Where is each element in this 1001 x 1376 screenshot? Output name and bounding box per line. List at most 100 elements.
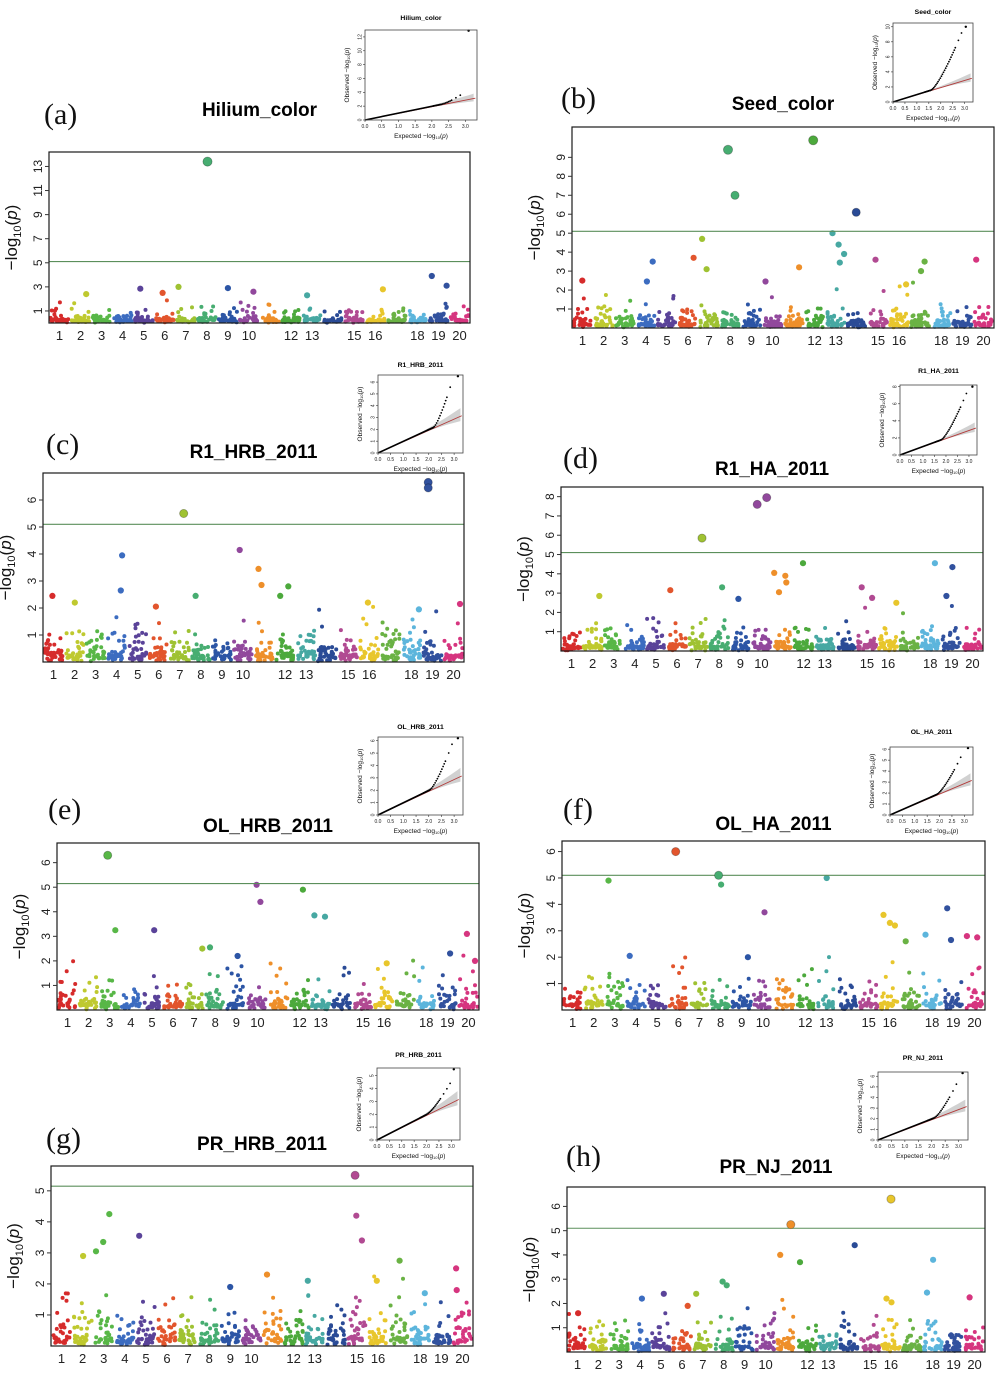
svg-text:4: 4 [39,908,53,915]
qq-frame [376,1067,461,1141]
qq-y-label: Observed −log10(p) [344,48,351,103]
qq-frame [364,29,478,121]
svg-text:0: 0 [882,813,888,816]
svg-text:3: 3 [610,656,617,671]
svg-text:7: 7 [554,192,568,199]
svg-text:2: 2 [71,667,78,682]
panel-title: R1_HA_2011 [714,459,830,480]
svg-text:6: 6 [882,748,888,751]
svg-text:1.0: 1.0 [400,819,407,825]
svg-text:8: 8 [716,656,723,671]
svg-text:9: 9 [554,154,568,161]
y-axis: 1 2 3 4 5 6 [39,859,57,989]
panel-letter: (d) [563,442,598,475]
svg-text:2.0: 2.0 [942,459,949,465]
qq-x-label: Expected −log10(p) [394,466,448,473]
svg-text:3: 3 [92,667,99,682]
svg-text:10: 10 [242,328,256,343]
svg-text:18: 18 [925,1015,939,1030]
svg-text:5: 5 [652,656,659,671]
svg-text:2: 2 [885,85,891,88]
svg-text:6: 6 [370,380,376,383]
svg-text:3.0: 3.0 [451,457,458,463]
svg-text:2.5: 2.5 [949,106,956,112]
svg-text:6: 6 [544,848,558,855]
qq-title: OL_HRB_2011 [397,724,444,731]
svg-text:8: 8 [717,1015,724,1030]
svg-text:16: 16 [881,656,895,671]
panel-title: PR_HRB_2011 [197,1134,327,1155]
svg-text:7: 7 [182,328,189,343]
scatter-points [560,604,984,653]
svg-text:1.5: 1.5 [925,106,932,112]
qq-x-label: Expected −log10(p) [906,115,960,122]
svg-text:4: 4 [892,419,898,422]
svg-text:7: 7 [176,667,183,682]
svg-text:13: 13 [305,328,319,343]
svg-text:8: 8 [197,667,204,682]
scatter-points [51,1274,474,1347]
svg-text:13: 13 [31,159,45,173]
svg-text:16: 16 [892,333,906,348]
notable-points [579,230,980,288]
svg-text:2: 2 [370,789,376,792]
svg-text:0.0: 0.0 [897,459,904,465]
notable-points [596,560,956,606]
qq-y-label: Observed −log10(p) [869,754,876,809]
scatter-points [43,604,465,664]
svg-text:2: 2 [590,1015,597,1030]
svg-text:1.0: 1.0 [920,459,927,465]
qq-y-label: Observed −log10(p) [357,387,364,442]
svg-text:0.5: 0.5 [387,457,394,463]
svg-text:13: 13 [314,1015,328,1030]
svg-text:8: 8 [543,493,557,500]
plot-frame [50,1165,474,1347]
svg-text:3: 3 [882,780,888,783]
significant-points [202,156,213,167]
qq-y-label: Observed −log10(p) [357,749,364,804]
qq-points [376,1068,455,1141]
svg-text:0.0: 0.0 [375,819,382,825]
qq-axes: 0.0 0.5 1.0 1.5 2.0 2.5 3.0 0 1 2 3 4 5 6 [882,748,968,825]
svg-text:8: 8 [892,385,898,388]
svg-text:1: 1 [39,982,53,989]
qq-confidence-band [922,422,975,447]
svg-text:2: 2 [77,328,84,343]
notable-points [112,881,479,967]
svg-text:4: 4 [25,550,39,557]
svg-text:2: 2 [600,333,607,348]
svg-text:3: 3 [621,333,628,348]
scatter-points [571,280,994,330]
qq-points [377,737,460,816]
y-axis: 1 2 3 4 5 6 [25,496,43,638]
qq-plot: R1_HRB_2011 0.0 0.5 1.0 1.5 2.0 2.5 3.0 0 1 2 3 4 5 6 E… [357,362,464,473]
svg-text:1: 1 [882,802,888,805]
qq-axes: 0.0 0.5 1.0 1.5 2.0 2.5 3.0 0 2 4 6 8 10 [885,24,968,112]
svg-text:4: 4 [370,764,376,767]
qq-x-label: Expected −log10(p) [394,133,448,140]
panel-title: OL_HRB_2011 [203,816,333,837]
svg-text:0.0: 0.0 [362,124,369,130]
qq-x-label: Expected −log10(p) [912,468,966,475]
svg-text:15: 15 [356,1015,370,1030]
svg-text:13: 13 [829,333,843,348]
svg-text:6: 6 [155,667,162,682]
y-axis-label: −log10(p) [525,195,547,261]
svg-text:4: 4 [370,404,376,407]
svg-text:8: 8 [357,63,363,66]
svg-text:0: 0 [370,451,376,454]
notable-points [49,546,464,613]
qq-y-label: Observed −log10(p) [356,1077,363,1132]
svg-text:2.5: 2.5 [954,459,961,465]
qq-reference-line [890,780,972,815]
svg-text:15: 15 [861,1015,875,1030]
svg-text:2: 2 [39,957,53,964]
svg-text:3: 3 [106,1015,113,1030]
svg-text:10: 10 [885,24,891,30]
notable-points [80,1211,460,1297]
svg-text:3: 3 [25,577,39,584]
